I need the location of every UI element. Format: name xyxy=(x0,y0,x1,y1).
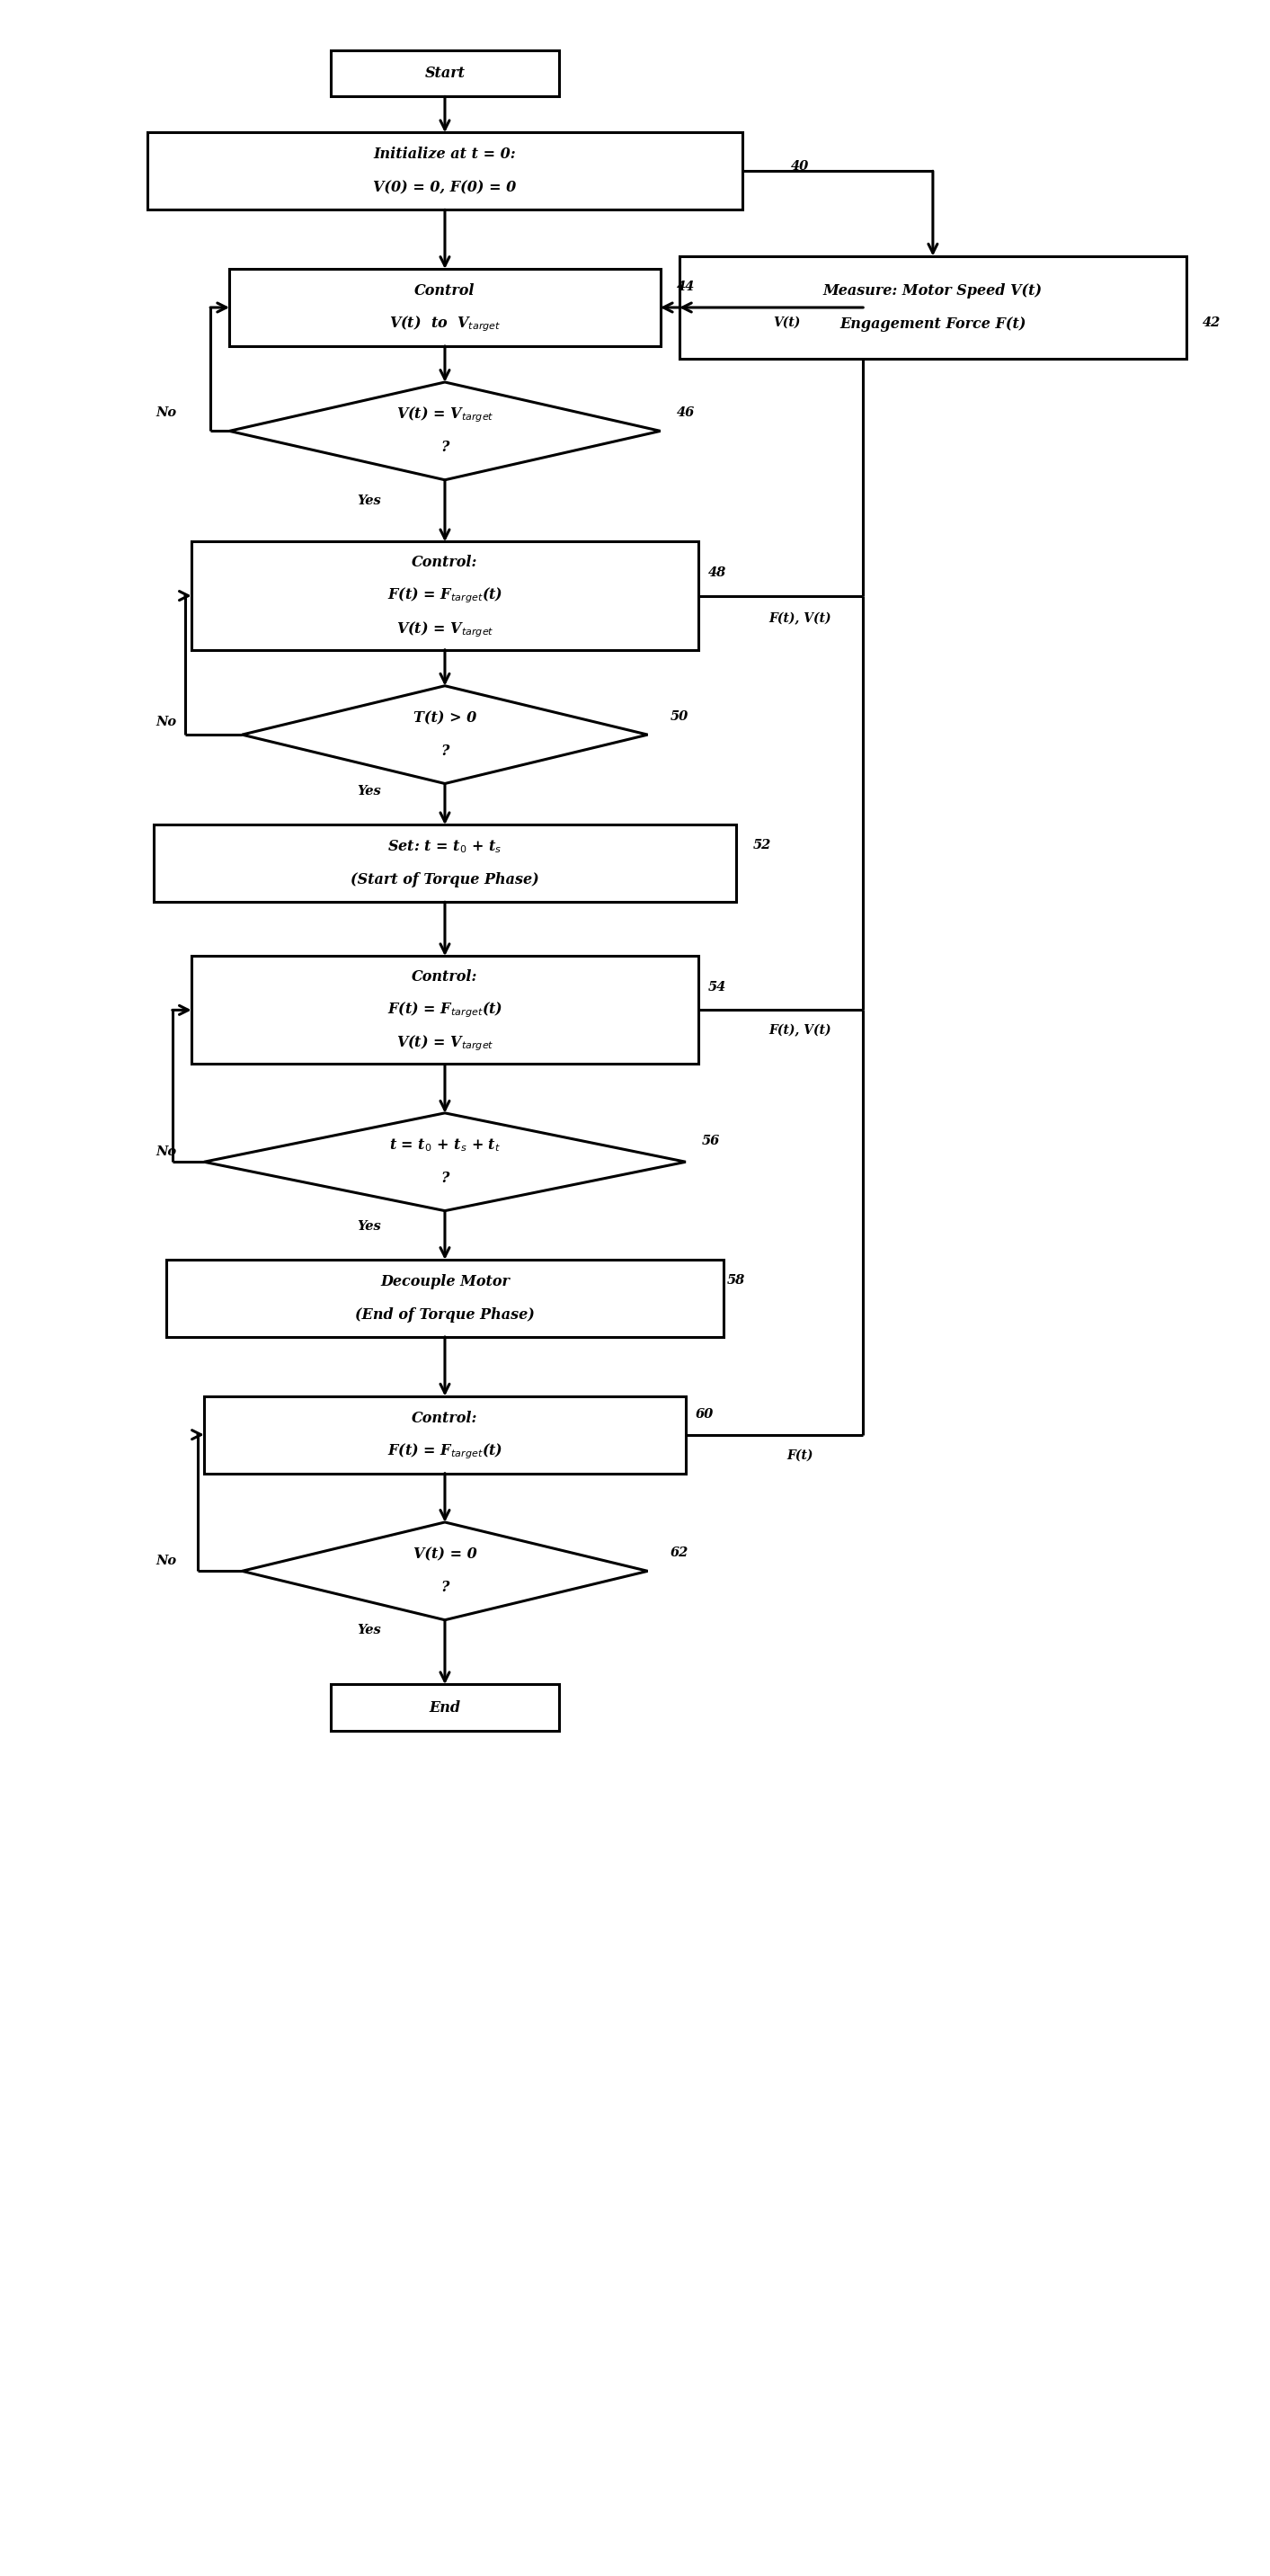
Text: Control:: Control: xyxy=(411,1409,478,1425)
Text: F(t) = F$_{target}$(t): F(t) = F$_{target}$(t) xyxy=(387,1443,503,1461)
Text: ?: ? xyxy=(441,1579,450,1595)
Text: Measure: Motor Speed V(t): Measure: Motor Speed V(t) xyxy=(823,283,1043,299)
Text: 48: 48 xyxy=(709,567,726,580)
Text: 60: 60 xyxy=(696,1409,714,1419)
Text: Engagement Force F(t): Engagement Force F(t) xyxy=(839,317,1026,332)
Text: V(t)  to  V$_{target}$: V(t) to V$_{target}$ xyxy=(389,314,500,335)
Text: F(t) = F$_{target}$(t): F(t) = F$_{target}$(t) xyxy=(387,999,503,1020)
Text: T(t) > 0: T(t) > 0 xyxy=(413,711,476,726)
Text: ?: ? xyxy=(441,440,450,456)
Text: 54: 54 xyxy=(709,981,726,994)
Bar xyxy=(679,255,1186,358)
Text: (End of Torque Phase): (End of Torque Phase) xyxy=(356,1309,535,1321)
Bar xyxy=(330,49,559,95)
Text: F(t): F(t) xyxy=(786,1448,813,1461)
Text: V(t) = V$_{target}$: V(t) = V$_{target}$ xyxy=(396,1033,494,1054)
Text: No: No xyxy=(156,407,177,420)
Text: F(t), V(t): F(t), V(t) xyxy=(768,1025,831,1038)
Text: V(t) = V$_{target}$: V(t) = V$_{target}$ xyxy=(396,618,494,639)
Bar xyxy=(154,824,737,902)
Text: Start: Start xyxy=(424,64,465,80)
Text: t = t$_0$ + t$_s$ + t$_t$: t = t$_0$ + t$_s$ + t$_t$ xyxy=(389,1136,500,1154)
Text: 40: 40 xyxy=(791,160,809,173)
Text: F(t), V(t): F(t), V(t) xyxy=(768,613,831,626)
Text: V(t) = V$_{target}$: V(t) = V$_{target}$ xyxy=(396,404,494,425)
Text: Control:: Control: xyxy=(411,969,478,984)
Text: 58: 58 xyxy=(728,1275,745,1285)
Text: Control:: Control: xyxy=(411,554,478,569)
Text: (Start of Torque Phase): (Start of Torque Phase) xyxy=(351,873,540,889)
Text: 56: 56 xyxy=(702,1136,720,1146)
Text: 50: 50 xyxy=(671,711,688,724)
Bar xyxy=(204,1396,686,1473)
Text: 46: 46 xyxy=(677,407,695,420)
Bar xyxy=(192,956,699,1064)
Polygon shape xyxy=(243,685,648,783)
Text: Initialize at t = 0:: Initialize at t = 0: xyxy=(373,147,516,162)
Text: Yes: Yes xyxy=(357,786,381,799)
Text: Yes: Yes xyxy=(357,1221,381,1231)
Bar xyxy=(330,1685,559,1731)
Text: F(t) = F$_{target}$(t): F(t) = F$_{target}$(t) xyxy=(387,585,503,605)
Text: Decouple Motor: Decouple Motor xyxy=(380,1275,509,1288)
Bar xyxy=(147,131,743,209)
Text: 42: 42 xyxy=(1203,317,1220,330)
Text: 62: 62 xyxy=(671,1546,688,1558)
Text: Yes: Yes xyxy=(357,1623,381,1636)
Text: No: No xyxy=(156,1146,177,1157)
Text: No: No xyxy=(156,1553,177,1566)
Polygon shape xyxy=(230,381,660,479)
Bar xyxy=(230,268,660,345)
Text: V(0) = 0, F(0) = 0: V(0) = 0, F(0) = 0 xyxy=(373,180,517,196)
Text: Yes: Yes xyxy=(357,495,381,507)
Bar xyxy=(166,1260,724,1337)
Text: 52: 52 xyxy=(753,840,771,853)
Text: Control: Control xyxy=(414,283,475,299)
Text: V(t): V(t) xyxy=(773,317,801,330)
Polygon shape xyxy=(204,1113,686,1211)
Text: 44: 44 xyxy=(677,281,695,294)
Text: Set: t = t$_0$ + t$_s$: Set: t = t$_0$ + t$_s$ xyxy=(387,837,502,855)
Text: ?: ? xyxy=(441,1172,450,1188)
Text: V(t) = 0: V(t) = 0 xyxy=(413,1546,476,1561)
Text: No: No xyxy=(156,716,177,729)
Text: End: End xyxy=(429,1700,461,1716)
Polygon shape xyxy=(243,1522,648,1620)
Bar xyxy=(192,541,699,649)
Text: ?: ? xyxy=(441,744,450,760)
